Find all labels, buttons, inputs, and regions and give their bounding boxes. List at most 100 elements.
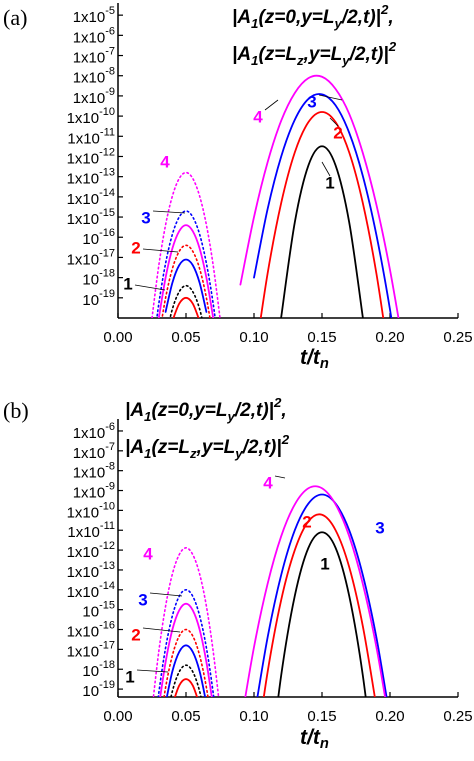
x-tick-label: 0.25 <box>443 708 472 725</box>
chart-title-part: , <box>280 400 286 421</box>
chart-title-part: /2,t)| <box>349 44 389 65</box>
y-tick-label: 10-16 <box>82 227 115 248</box>
y-tick-exponent: -15 <box>99 600 115 612</box>
series-label: 3 <box>141 208 150 227</box>
leader-line <box>134 284 166 291</box>
series-label: 4 <box>143 544 153 563</box>
y-tick-exponent: -18 <box>99 268 115 280</box>
chart-title-part: 1 <box>144 446 151 461</box>
chart-title-part: y <box>227 409 236 424</box>
x-axis-title-part: t/t <box>300 726 321 749</box>
dotted-line <box>156 210 216 318</box>
y-tick-exponent: -6 <box>105 421 115 433</box>
chart-title: |A1(z=0,y=Ly/2,t)|2, <box>232 2 394 31</box>
y-tick-base: 1x10 <box>67 130 100 147</box>
x-tick-label: 0.00 <box>103 329 132 346</box>
chart-title-part: 2 <box>273 395 282 410</box>
panel: (a) |A1(z=0,y=Ly/2,t)|2,|A1(z=Lz,y=Ly/2,t… <box>3 2 473 372</box>
chart-title-part: (z=0,y=L <box>151 400 227 421</box>
y-tick-base: 1x10 <box>67 150 100 167</box>
y-tick-base: 10 <box>82 683 99 700</box>
y-tick-exponent: -14 <box>99 187 115 199</box>
line <box>172 111 385 318</box>
series-label: 1 <box>320 554 329 573</box>
y-tick-base: 10 <box>82 292 99 309</box>
line <box>164 93 393 318</box>
leader-line <box>318 94 343 101</box>
dotted-line <box>161 244 211 318</box>
y-tick-label: 1x10-8 <box>73 461 115 482</box>
series-label: 3 <box>307 92 316 111</box>
y-tick-base: 1x10 <box>67 504 100 521</box>
y-tick-exponent: -15 <box>99 207 115 219</box>
x-axis-title-part: t/t <box>300 346 321 369</box>
y-tick-base: 1x10 <box>73 484 106 501</box>
y-tick-label: 1x10-12 <box>67 540 115 561</box>
chart-title-part: (z=0,y=L <box>258 7 334 28</box>
y-tick-exponent: -10 <box>99 500 115 512</box>
y-tick-base: 1x10 <box>67 524 100 541</box>
y-tick-label: 1x10-10 <box>67 106 115 127</box>
y-tick-label: 10-19 <box>82 288 115 309</box>
leader-line <box>142 627 181 633</box>
series-label: 4 <box>253 107 263 126</box>
y-tick-label: 1x10-6 <box>73 421 115 442</box>
y-tick-label: 10-19 <box>82 679 115 700</box>
x-tick-label: 0.10 <box>239 708 268 725</box>
series-label: 2 <box>131 625 140 644</box>
y-tick-exponent: -13 <box>99 560 115 572</box>
y-tick-label: 1x10-11 <box>67 520 115 541</box>
y-tick-exponent: -13 <box>99 167 115 179</box>
y-tick-base: 1x10 <box>73 445 106 462</box>
leader-line <box>264 99 279 111</box>
panel-label: (b) <box>3 398 29 423</box>
leader-line <box>274 475 286 479</box>
y-tick-exponent: -9 <box>105 480 115 492</box>
chart-title-part: /2,t)| <box>341 7 381 28</box>
y-tick-exponent: -7 <box>105 45 115 57</box>
chart-title: |A1(z=0,y=Ly/2,t)|2, <box>125 395 287 424</box>
y-tick-exponent: -11 <box>100 520 115 532</box>
y-tick-base: 1x10 <box>67 191 100 208</box>
chart-title-part: |A <box>125 400 144 421</box>
y-tick-label: 1x10-10 <box>67 500 115 521</box>
y-tick-label: 1x10-17 <box>67 639 115 660</box>
chart-title-part: z <box>189 446 197 461</box>
y-tick-label: 1x10-16 <box>67 619 115 640</box>
chart-title-part: 2 <box>281 432 290 447</box>
chart-title-part: |A <box>232 44 251 65</box>
y-tick-exponent: -9 <box>105 86 115 98</box>
x-axis-title: t/tn <box>300 346 329 372</box>
line <box>280 145 364 318</box>
y-tick-exponent: -17 <box>99 639 115 651</box>
panel: (b) |A1(z=0,y=Ly/2,t)|2,|A1(z=Lz,y=Ly/2,t… <box>3 395 473 752</box>
chart-title-part: /2,t)| <box>234 400 274 421</box>
series-label: 2 <box>302 512 311 531</box>
series-label: 1 <box>123 274 132 293</box>
line <box>277 531 367 697</box>
y-tick-label: 1x10-7 <box>73 45 115 66</box>
y-tick-exponent: -12 <box>99 540 115 552</box>
y-tick-base: 1x10 <box>73 29 106 46</box>
x-tick-label: 0.20 <box>375 708 404 725</box>
line <box>157 74 400 318</box>
y-tick-base: 1x10 <box>67 643 100 660</box>
line <box>173 513 376 697</box>
y-tick-exponent: -16 <box>99 619 115 631</box>
y-tick-base: 10 <box>82 663 99 680</box>
y-tick-exponent: -10 <box>99 106 115 118</box>
x-axis-title: t/tn <box>300 726 329 752</box>
chart-title-part: 2 <box>388 39 397 54</box>
dotted-line <box>170 664 202 697</box>
y-tick-label: 1x10-17 <box>67 247 115 268</box>
y-tick-exponent: -8 <box>105 461 115 473</box>
y-tick-base: 10 <box>82 272 99 289</box>
y-tick-base: 1x10 <box>67 623 100 640</box>
x-tick-label: 0.25 <box>443 329 472 346</box>
y-tick-label: 1x10-8 <box>73 66 115 87</box>
leader-line <box>152 210 186 214</box>
y-tick-label: 1x10-5 <box>73 5 115 26</box>
y-tick-label: 1x10-13 <box>67 167 115 188</box>
y-tick-label: 1x10-12 <box>67 146 115 167</box>
y-tick-base: 1x10 <box>73 90 106 107</box>
